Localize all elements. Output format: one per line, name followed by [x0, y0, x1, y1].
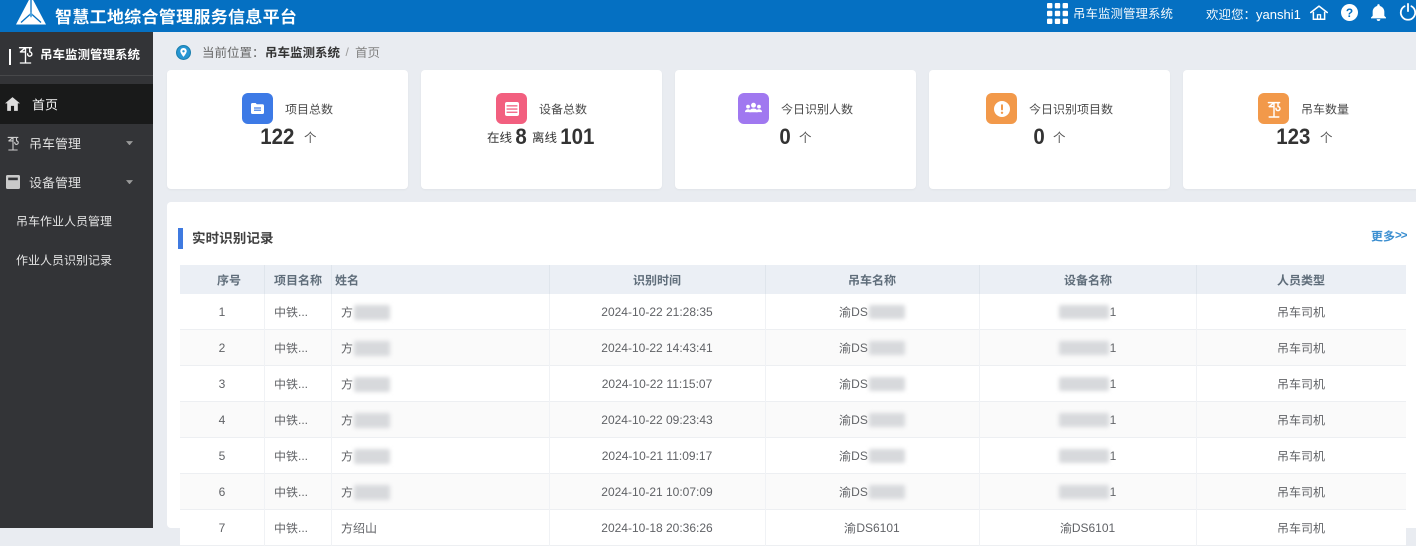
- svg-text:?: ?: [1346, 5, 1353, 19]
